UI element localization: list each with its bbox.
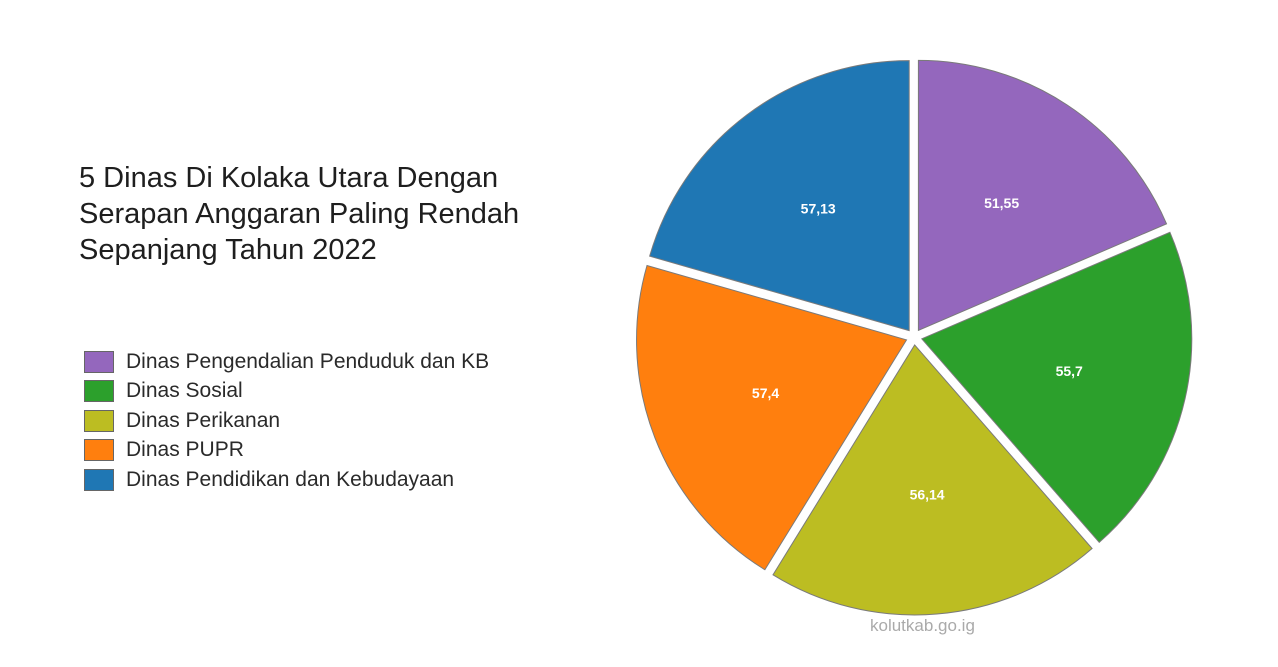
slice-value-label: 51,55 bbox=[984, 195, 1019, 211]
legend-item: Dinas Sosial bbox=[84, 377, 489, 407]
legend-label: Dinas Perikanan bbox=[126, 408, 281, 432]
pie-slice bbox=[772, 344, 1093, 616]
chart-title-line: 5 Dinas Di Kolaka Utara Dengan bbox=[79, 162, 499, 194]
legend-label: Dinas Pendidikan dan Kebudayaan bbox=[126, 467, 455, 491]
legend-item: Dinas Pengendalian Penduduk dan KB bbox=[84, 347, 489, 377]
legend-item: Dinas Perikanan bbox=[84, 406, 489, 436]
pie-slice bbox=[917, 59, 1168, 332]
legend: Dinas Pengendalian Penduduk dan KB Dinas… bbox=[84, 347, 489, 495]
pie-slice bbox=[920, 231, 1193, 544]
slice-value-label: 57,4 bbox=[752, 385, 779, 401]
legend-swatch bbox=[84, 468, 114, 491]
legend-label: Dinas PUPR bbox=[126, 438, 244, 462]
legend-swatch bbox=[84, 439, 114, 462]
legend-swatch bbox=[84, 350, 114, 373]
chart-title-line: Serapan Anggaran Paling Rendah bbox=[79, 198, 520, 230]
slice-value-label: 57,13 bbox=[801, 201, 836, 217]
pie-slice bbox=[649, 60, 910, 332]
legend-swatch bbox=[84, 380, 114, 403]
chart-title: 5 Dinas Di Kolaka Utara Dengan Serapan A… bbox=[79, 160, 559, 268]
pie-slice bbox=[636, 264, 908, 571]
legend-swatch bbox=[84, 409, 114, 432]
slice-value-label: 55,7 bbox=[1056, 363, 1083, 379]
watermark: kolutkab.go.ig bbox=[870, 616, 975, 635]
legend-label: Dinas Sosial bbox=[126, 379, 243, 403]
slice-value-label: 56,14 bbox=[910, 486, 945, 502]
chart-title-line: Sepanjang Tahun 2022 bbox=[79, 234, 377, 266]
legend-item: Dinas Pendidikan dan Kebudayaan bbox=[84, 465, 489, 495]
legend-item: Dinas PUPR bbox=[84, 436, 489, 466]
legend-label: Dinas Pengendalian Penduduk dan KB bbox=[126, 349, 490, 373]
